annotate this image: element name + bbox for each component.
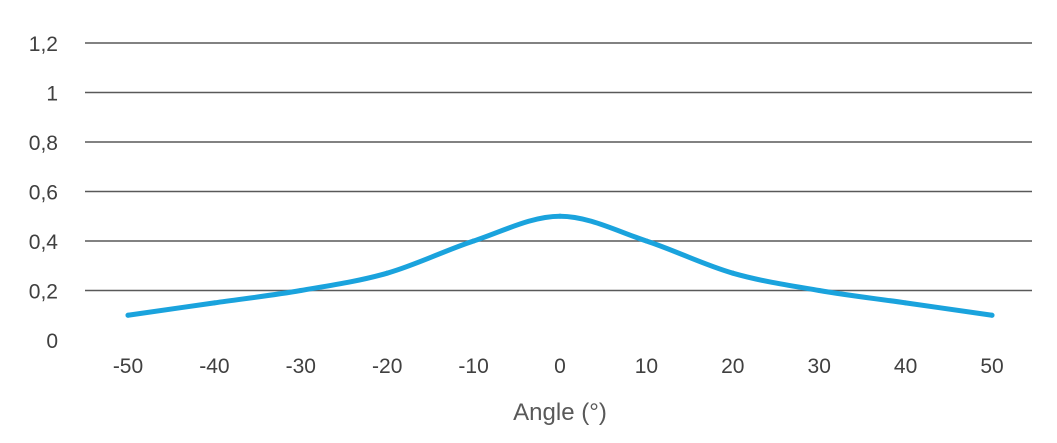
x-tick-label: -30 [286,355,316,378]
x-tick-label: 30 [808,355,831,378]
x-tick-label: 20 [721,355,744,378]
data-point [730,270,736,276]
gridlines [85,42,1032,292]
x-axis-tick-labels: -50 -40 -30 -20 -10 0 10 20 30 40 50 [113,355,1004,378]
data-point [384,270,390,276]
series-line [125,213,995,318]
data-point [557,213,563,219]
y-axis-tick-labels: 0 0,2 0,4 0,6 0,8 1 1,2 [29,33,59,353]
y-tick-label: 1,2 [29,33,58,56]
data-point [816,288,822,293]
data-point [989,312,995,318]
y-tick-label: 0,6 [29,182,58,205]
x-axis-title: Angle (°) [513,399,607,426]
data-point [211,300,217,306]
x-tick-label: 50 [980,355,1003,378]
x-tick-label: -20 [372,355,402,378]
data-point [643,238,649,244]
data-point [903,300,909,306]
data-point [298,288,304,293]
data-point [471,238,477,244]
y-tick-label: 1 [46,83,58,106]
x-tick-label: -10 [458,355,488,378]
x-tick-label: 10 [635,355,658,378]
x-tick-label: -50 [113,355,143,378]
series-layer [125,213,995,318]
y-tick-label: 0,2 [29,281,58,304]
y-tick-label: 0,4 [29,231,59,254]
x-tick-label: 40 [894,355,917,378]
data-point [125,312,131,318]
x-tick-label: 0 [554,355,566,378]
y-tick-label: 0,8 [29,132,58,155]
y-tick-label: 0 [46,330,58,353]
x-tick-label: -40 [199,355,229,378]
